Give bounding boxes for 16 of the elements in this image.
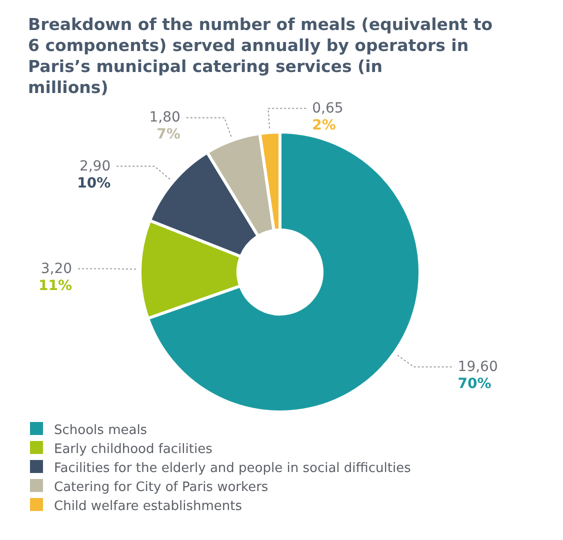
text: 70% (458, 376, 492, 392)
text: 2% (312, 117, 336, 134)
legend-label: Child welfare establishments (54, 499, 242, 514)
data-label: 2,90 (79, 158, 111, 174)
legend-label: Early childhood facilities (54, 442, 213, 457)
legend-label: Catering for City of Paris workers (54, 480, 268, 495)
legend-label: Facilities for the elderly and people in social difficulties (54, 461, 412, 476)
legend-label: Schools meals (54, 423, 148, 438)
data-label: 3,20 (40, 260, 72, 277)
data-label: 19,60 (458, 358, 498, 375)
data-label: 1,80 (149, 110, 180, 126)
text: 10% (77, 175, 111, 192)
text: 11% (38, 278, 72, 294)
chart-title: Breakdown of the number of meals (equivalent to 6 components) served annually by operators in Paris’s municipal catering services (in millions) (28, 15, 493, 97)
text: 7% (156, 126, 180, 143)
data-label: 0,65 (312, 100, 344, 116)
